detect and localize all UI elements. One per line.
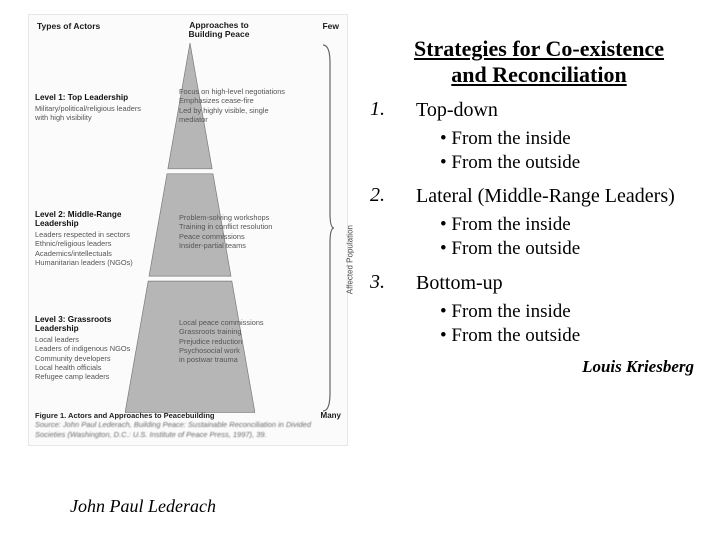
strategies-title: Strategies for Co-existence and Reconcil… — [366, 36, 712, 88]
title-line-1: Strategies for Co-existence — [414, 36, 664, 61]
strategy-label-2: Lateral (Middle-Range Leaders) — [416, 184, 712, 209]
level-2-right-desc: Problem-solving workshopsTraining in con… — [179, 213, 297, 250]
caption-title: Figure 1. Actors and Approaches to Peace… — [35, 411, 214, 420]
strategy-item-1: 1.Top-down • From the inside• From the ou… — [370, 98, 712, 175]
strategy-number-3: 3. — [370, 271, 416, 348]
strategies-panel: Strategies for Co-existence and Reconcil… — [366, 36, 712, 377]
strategy-3-sub-2: • From the outside — [440, 324, 712, 348]
strategy-number-2: 2. — [370, 184, 416, 261]
strategy-label-1: Top-down — [416, 98, 712, 123]
title-line-2: and Reconciliation — [451, 62, 626, 87]
strategy-3-sub-1: • From the inside — [440, 300, 712, 324]
strategy-label-3: Bottom-up — [416, 271, 712, 296]
level-2-title: Level 2: Middle-Range Leadership — [35, 210, 143, 228]
figure-caption: Figure 1. Actors and Approaches to Peace… — [35, 411, 341, 439]
level-1-right-desc: Focus on high-level negotiationsEmphasiz… — [179, 87, 297, 124]
caption-source: Source: John Paul Lederach, Building Pea… — [35, 420, 311, 438]
header-approaches: Approaches toBuilding Peace — [153, 21, 285, 40]
strategy-2-sub-1: • From the inside — [440, 213, 712, 237]
strategy-1-sub-2: • From the outside — [440, 151, 712, 175]
level-1-left-desc: Military/political/religious leaders wit… — [35, 104, 143, 123]
level-1-title: Level 1: Top Leadership — [35, 93, 143, 102]
level-3-left-desc: Local leadersLeaders of indigenous NGOsC… — [35, 335, 143, 381]
level-3-title: Level 3: Grassroots Leadership — [35, 315, 143, 333]
affected-population-label: Affected Population — [345, 225, 354, 294]
level-2-left-desc: Leaders respected in sectorsEthnic/relig… — [35, 230, 143, 267]
left-author: John Paul Lederach — [70, 496, 216, 517]
right-author: Louis Kriesberg — [366, 357, 712, 377]
figure-headers: Types of Actors Approaches toBuilding Pe… — [29, 21, 347, 40]
lederach-pyramid-figure: Types of Actors Approaches toBuilding Pe… — [28, 14, 348, 446]
strategy-item-2: 2.Lateral (Middle-Range Leaders) • From t… — [370, 184, 712, 261]
strategy-1-sub-1: • From the inside — [440, 127, 712, 151]
header-few: Few — [285, 21, 347, 40]
strategy-item-3: 3.Bottom-up • From the inside• From the o… — [370, 271, 712, 348]
level-3-right-desc: Local peace commissionsGrassroots traini… — [179, 318, 297, 364]
strategy-2-sub-2: • From the outside — [440, 237, 712, 261]
header-types-of-actors: Types of Actors — [29, 21, 153, 40]
strategy-number-1: 1. — [370, 98, 416, 175]
